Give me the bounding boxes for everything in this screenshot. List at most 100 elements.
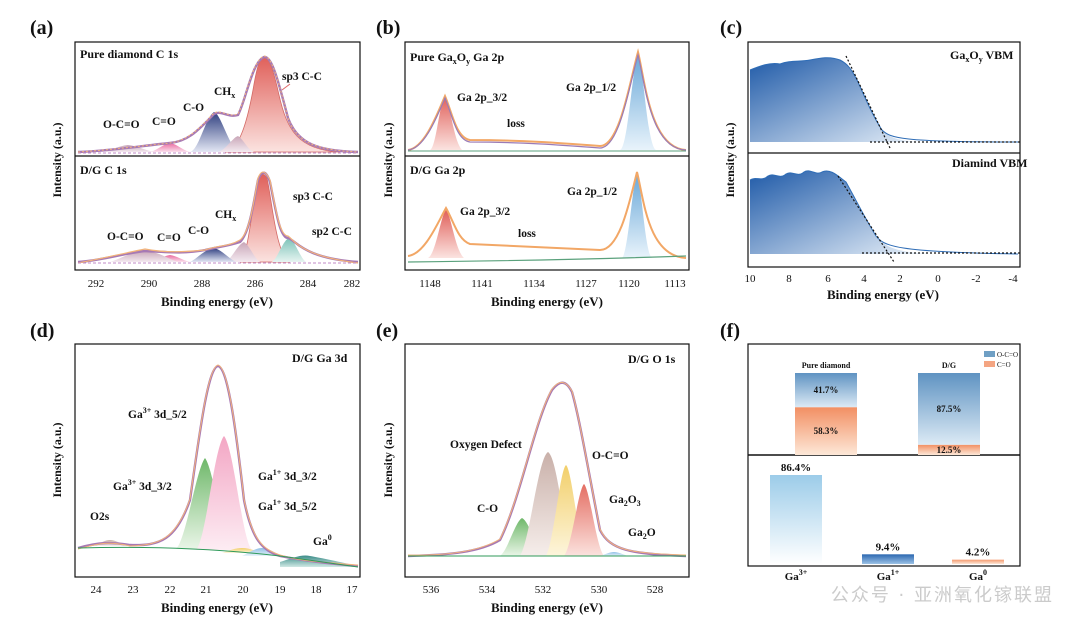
label-oco-a-bottom: O-C=O bbox=[107, 231, 144, 243]
tick-c-3: 4 bbox=[861, 273, 867, 285]
title-c-bottom: Diamind VBM bbox=[952, 156, 1027, 170]
data-label-co-0: 58.3% bbox=[814, 426, 839, 436]
panel-f: (f) O-C=O C=O 41.7% 58.3% Pure diamond 87.5… bbox=[720, 320, 1021, 583]
label-chx-a-bottom: CHx bbox=[215, 209, 236, 223]
label-oco-e: O-C=O bbox=[592, 450, 629, 462]
peak-co-top bbox=[190, 112, 238, 152]
bar-ga-1 bbox=[862, 554, 914, 564]
y-axis-label-c: Intensity (a.u.) bbox=[723, 122, 737, 197]
title-a-top: Pure diamond C 1s bbox=[80, 47, 178, 61]
bar-ga-2 bbox=[952, 559, 1004, 564]
category-label-ga-0: Ga3+ bbox=[785, 568, 808, 583]
tick-a-0: 292 bbox=[88, 278, 105, 290]
label-ga2p12-b-bottom: Ga 2p_1/2 bbox=[567, 186, 617, 198]
spectrum-b-bottom bbox=[407, 171, 687, 263]
spectrum-c-top bbox=[749, 55, 1020, 149]
tick-d-5: 19 bbox=[275, 584, 287, 596]
x-ticks-c: 10 8 6 4 2 0 -2 -4 bbox=[745, 273, 1019, 285]
label-defect-e: Oxygen Defect bbox=[450, 439, 522, 451]
tick-c-4: 2 bbox=[897, 273, 903, 285]
spectrum-b-top bbox=[407, 48, 687, 152]
peak-chx-bottom bbox=[226, 242, 260, 262]
plot-frame-c bbox=[747, 41, 1021, 268]
watermark: 公众号 · 亚洲氧化镓联盟 bbox=[830, 585, 1054, 606]
panel-b: (b) Intensity (a.u.) Pure GaxOy Ga 2p Ga… bbox=[376, 17, 690, 309]
category-label-ga-1: Ga1+ bbox=[877, 568, 900, 583]
tick-b-4: 1120 bbox=[618, 278, 640, 290]
title-d: D/G Ga 3d bbox=[292, 351, 348, 365]
data-label-ga-1: 9.4% bbox=[876, 541, 901, 553]
label-ga0-d: Ga0 bbox=[313, 533, 332, 548]
x-ticks-a: 292 290 288 286 284 282 bbox=[88, 278, 361, 290]
tick-e-0: 536 bbox=[423, 584, 440, 596]
tick-e-2: 532 bbox=[535, 584, 552, 596]
panel-label-c: (c) bbox=[720, 17, 742, 39]
spectrum-c-bottom bbox=[749, 170, 1020, 263]
x-axis-label-b: Binding energy (eV) bbox=[491, 294, 603, 309]
spectrum-d bbox=[77, 364, 359, 568]
panel-label-a: (a) bbox=[30, 17, 53, 39]
tick-a-1: 290 bbox=[141, 278, 158, 290]
tick-a-2: 288 bbox=[194, 278, 211, 290]
label-sp2-a-bottom: sp2 C-C bbox=[312, 226, 352, 238]
tick-d-6: 18 bbox=[311, 584, 323, 596]
label-ga2p32-b-top: Ga 2p_3/2 bbox=[457, 92, 507, 104]
label-chx-a-top: CHx bbox=[214, 86, 235, 100]
bar-ga-0 bbox=[770, 475, 822, 564]
tick-d-7: 17 bbox=[347, 584, 359, 596]
legend-f: O-C=O C=O bbox=[984, 351, 1018, 369]
panel-e: (e) Intensity (a.u.) D/G O 1s Oxygen Def… bbox=[376, 320, 690, 615]
x-axis-label-c: Binding energy (eV) bbox=[827, 287, 939, 302]
tick-d-1: 23 bbox=[128, 584, 140, 596]
panel-label-b: (b) bbox=[376, 17, 400, 39]
label-ga2o3-e: Ga2O3 bbox=[609, 494, 641, 508]
label-c-o-a-bottom: C-O bbox=[188, 225, 209, 237]
tick-e-4: 528 bbox=[647, 584, 664, 596]
x-ticks-b: 1148 1141 1134 1127 1120 1113 bbox=[419, 278, 686, 290]
label-ga2p32-b-bottom: Ga 2p_3/2 bbox=[460, 206, 510, 218]
label-c-o-a-top: C-O bbox=[183, 102, 204, 114]
label-loss-b-top: loss bbox=[507, 118, 525, 130]
peak-co-double-top bbox=[150, 143, 190, 152]
tick-d-3: 21 bbox=[201, 584, 212, 596]
plot-frame-e bbox=[404, 343, 690, 578]
tick-b-5: 1113 bbox=[664, 278, 686, 290]
title-e: D/G O 1s bbox=[628, 352, 676, 366]
tick-d-0: 24 bbox=[91, 584, 103, 596]
y-axis-label-a: Intensity (a.u.) bbox=[50, 122, 64, 197]
label-sp3-a-top: sp3 C-C bbox=[282, 71, 322, 83]
label-c-o-double-a-top: C=O bbox=[152, 116, 176, 128]
label-sp3-a-bottom: sp3 C-C bbox=[293, 191, 333, 203]
bar-oco-1 bbox=[918, 373, 980, 445]
label-ga1-52-d: Ga1+ 3d_5/2 bbox=[258, 498, 317, 513]
label-o2s-d: O2s bbox=[90, 511, 110, 523]
tick-b-3: 1127 bbox=[575, 278, 597, 290]
category-label-ga-2: Ga0 bbox=[969, 568, 987, 583]
peak-oco-bottom bbox=[110, 251, 178, 262]
label-ga2p12-b-top: Ga 2p_1/2 bbox=[566, 82, 616, 94]
panel-a: (a) Intensity (a.u.) Pure diamond C 1s O… bbox=[30, 17, 361, 309]
legend-swatch-co bbox=[984, 361, 995, 367]
tick-d-2: 22 bbox=[165, 584, 176, 596]
label-loss-b-bottom: loss bbox=[518, 228, 536, 240]
tick-c-0: 10 bbox=[745, 273, 757, 285]
tick-c-5: 0 bbox=[935, 273, 941, 285]
tick-c-1: 8 bbox=[786, 273, 792, 285]
tick-e-1: 534 bbox=[479, 584, 496, 596]
ga-ratio-bar-chart: 86.4% Ga3+ 9.4% Ga1+ 4.2% Ga0 bbox=[770, 462, 1004, 583]
x-axis-label-e: Binding energy (eV) bbox=[491, 600, 603, 615]
title-c-top: GaxOy VBM bbox=[950, 48, 1013, 64]
spectrum-e bbox=[407, 381, 687, 558]
panel-c: (c) Intensity (a.u.) GaxOy VBM Diamind V… bbox=[720, 17, 1027, 302]
legend-swatch-oco bbox=[984, 351, 995, 357]
peak-sp2-cc-bottom bbox=[272, 238, 306, 262]
tick-c-2: 6 bbox=[825, 273, 831, 285]
panel-label-d: (d) bbox=[30, 320, 54, 342]
title-b-bottom: D/G Ga 2p bbox=[410, 163, 466, 177]
y-axis-label-e: Intensity (a.u.) bbox=[381, 422, 395, 497]
bar-co-0 bbox=[795, 407, 857, 455]
peak-chx-top bbox=[218, 136, 254, 152]
tick-a-5: 282 bbox=[344, 278, 361, 290]
bar-oco-0 bbox=[795, 373, 857, 408]
peak-sp3-cc-bottom bbox=[239, 173, 291, 263]
